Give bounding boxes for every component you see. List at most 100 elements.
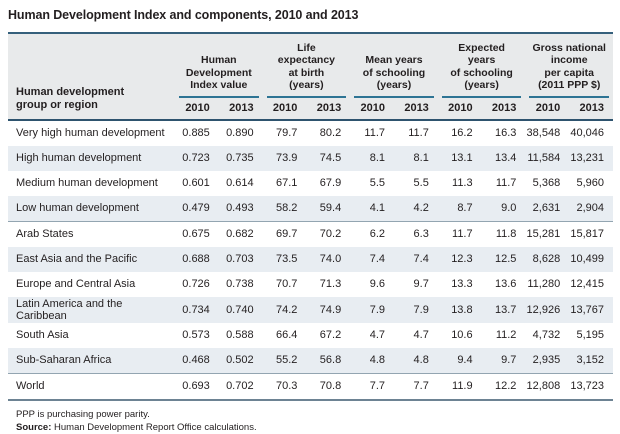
- value-cell: 0.740: [219, 297, 263, 323]
- value-cell: 9.0: [482, 196, 526, 222]
- value-cell: 11,584: [525, 146, 569, 171]
- value-cell: 70.8: [306, 373, 350, 400]
- row-label: South Asia: [8, 323, 175, 348]
- value-cell: 11.9: [438, 373, 482, 400]
- value-cell: 13,767: [569, 297, 613, 323]
- row-label: Latin America and the Caribbean: [8, 297, 175, 323]
- value-cell: 4,732: [525, 323, 569, 348]
- year-header: 2013: [306, 98, 350, 120]
- value-cell: 73.9: [263, 146, 307, 171]
- value-cell: 38,548: [525, 120, 569, 146]
- value-cell: 74.9: [306, 297, 350, 323]
- value-cell: 70.7: [263, 272, 307, 297]
- table-row: Medium human development 0.601 0.614 67.…: [8, 171, 613, 196]
- source-note: Source: Human Development Report Office …: [16, 421, 613, 434]
- year-header: 2010: [175, 98, 219, 120]
- page-title: Human Development Index and components, …: [8, 8, 613, 22]
- value-cell: 0.734: [175, 297, 219, 323]
- value-cell: 6.2: [350, 221, 394, 247]
- value-cell: 11.7: [350, 120, 394, 146]
- value-cell: 0.588: [219, 323, 263, 348]
- value-cell: 66.4: [263, 323, 307, 348]
- table-row: Very high human development 0.885 0.890 …: [8, 120, 613, 146]
- value-cell: 8,628: [525, 247, 569, 272]
- value-cell: 0.688: [175, 247, 219, 272]
- value-cell: 79.7: [263, 120, 307, 146]
- value-cell: 13,723: [569, 373, 613, 400]
- value-cell: 0.493: [219, 196, 263, 222]
- group-header-row: Human development group or region Human …: [8, 33, 613, 98]
- value-cell: 13.6: [482, 272, 526, 297]
- table-row: Europe and Central Asia 0.726 0.738 70.7…: [8, 272, 613, 297]
- value-cell: 15,817: [569, 221, 613, 247]
- value-cell: 7.7: [350, 373, 394, 400]
- value-cell: 74.2: [263, 297, 307, 323]
- value-cell: 0.468: [175, 348, 219, 374]
- value-cell: 13.1: [438, 146, 482, 171]
- row-label: Europe and Central Asia: [8, 272, 175, 297]
- value-cell: 2,904: [569, 196, 613, 222]
- value-cell: 4.2: [394, 196, 438, 222]
- value-cell: 0.735: [219, 146, 263, 171]
- column-group-life-expectancy-label: Life expectancy at birth (years): [267, 42, 347, 98]
- value-cell: 2,631: [525, 196, 569, 222]
- value-cell: 0.479: [175, 196, 219, 222]
- value-cell: 7.9: [350, 297, 394, 323]
- value-cell: 55.2: [263, 348, 307, 374]
- value-cell: 56.8: [306, 348, 350, 374]
- value-cell: 40,046: [569, 120, 613, 146]
- table-row-world: World 0.693 0.702 70.3 70.8 7.7 7.7 11.9…: [8, 373, 613, 400]
- value-cell: 3,152: [569, 348, 613, 374]
- footnotes: PPP is purchasing power parity. Source: …: [8, 401, 613, 434]
- value-cell: 13.7: [482, 297, 526, 323]
- value-cell: 0.573: [175, 323, 219, 348]
- value-cell: 16.3: [482, 120, 526, 146]
- column-group-hdi: Human Development Index value: [175, 33, 263, 98]
- value-cell: 0.738: [219, 272, 263, 297]
- source-label: Source:: [16, 422, 51, 433]
- value-cell: 4.8: [350, 348, 394, 374]
- value-cell: 12,926: [525, 297, 569, 323]
- value-cell: 16.2: [438, 120, 482, 146]
- value-cell: 8.7: [438, 196, 482, 222]
- value-cell: 67.2: [306, 323, 350, 348]
- table-row: South Asia 0.573 0.588 66.4 67.2 4.7 4.7…: [8, 323, 613, 348]
- value-cell: 7.9: [394, 297, 438, 323]
- column-group-life-expectancy: Life expectancy at birth (years): [263, 33, 351, 98]
- table-row: High human development 0.723 0.735 73.9 …: [8, 146, 613, 171]
- value-cell: 13.8: [438, 297, 482, 323]
- value-cell: 11.3: [438, 171, 482, 196]
- value-cell: 7.7: [394, 373, 438, 400]
- column-group-gni-label: Gross national income per capita (2011 P…: [529, 42, 609, 98]
- year-header: 2010: [525, 98, 569, 120]
- value-cell: 9.6: [350, 272, 394, 297]
- value-cell: 12,808: [525, 373, 569, 400]
- column-group-mean-schooling: Mean years of schooling (years): [350, 33, 438, 98]
- value-cell: 5,960: [569, 171, 613, 196]
- value-cell: 11,280: [525, 272, 569, 297]
- value-cell: 58.2: [263, 196, 307, 222]
- value-cell: 0.682: [219, 221, 263, 247]
- value-cell: 0.890: [219, 120, 263, 146]
- value-cell: 12.3: [438, 247, 482, 272]
- value-cell: 9.4: [438, 348, 482, 374]
- value-cell: 11.7: [438, 221, 482, 247]
- value-cell: 0.885: [175, 120, 219, 146]
- ppp-note: PPP is purchasing power parity.: [16, 408, 613, 421]
- value-cell: 11.7: [482, 171, 526, 196]
- value-cell: 9.7: [482, 348, 526, 374]
- table-row: Sub-Saharan Africa 0.468 0.502 55.2 56.8…: [8, 348, 613, 374]
- table-body: Very high human development 0.885 0.890 …: [8, 120, 613, 400]
- value-cell: 0.502: [219, 348, 263, 374]
- column-group-mean-schooling-label: Mean years of schooling (years): [354, 54, 434, 97]
- value-cell: 0.703: [219, 247, 263, 272]
- column-group-hdi-label: Human Development Index value: [179, 54, 259, 97]
- year-header: 2010: [438, 98, 482, 120]
- value-cell: 0.702: [219, 373, 263, 400]
- value-cell: 4.1: [350, 196, 394, 222]
- value-cell: 12,415: [569, 272, 613, 297]
- year-header: 2013: [569, 98, 613, 120]
- table-row: East Asia and the Pacific 0.688 0.703 73…: [8, 247, 613, 272]
- row-label: Very high human development: [8, 120, 175, 146]
